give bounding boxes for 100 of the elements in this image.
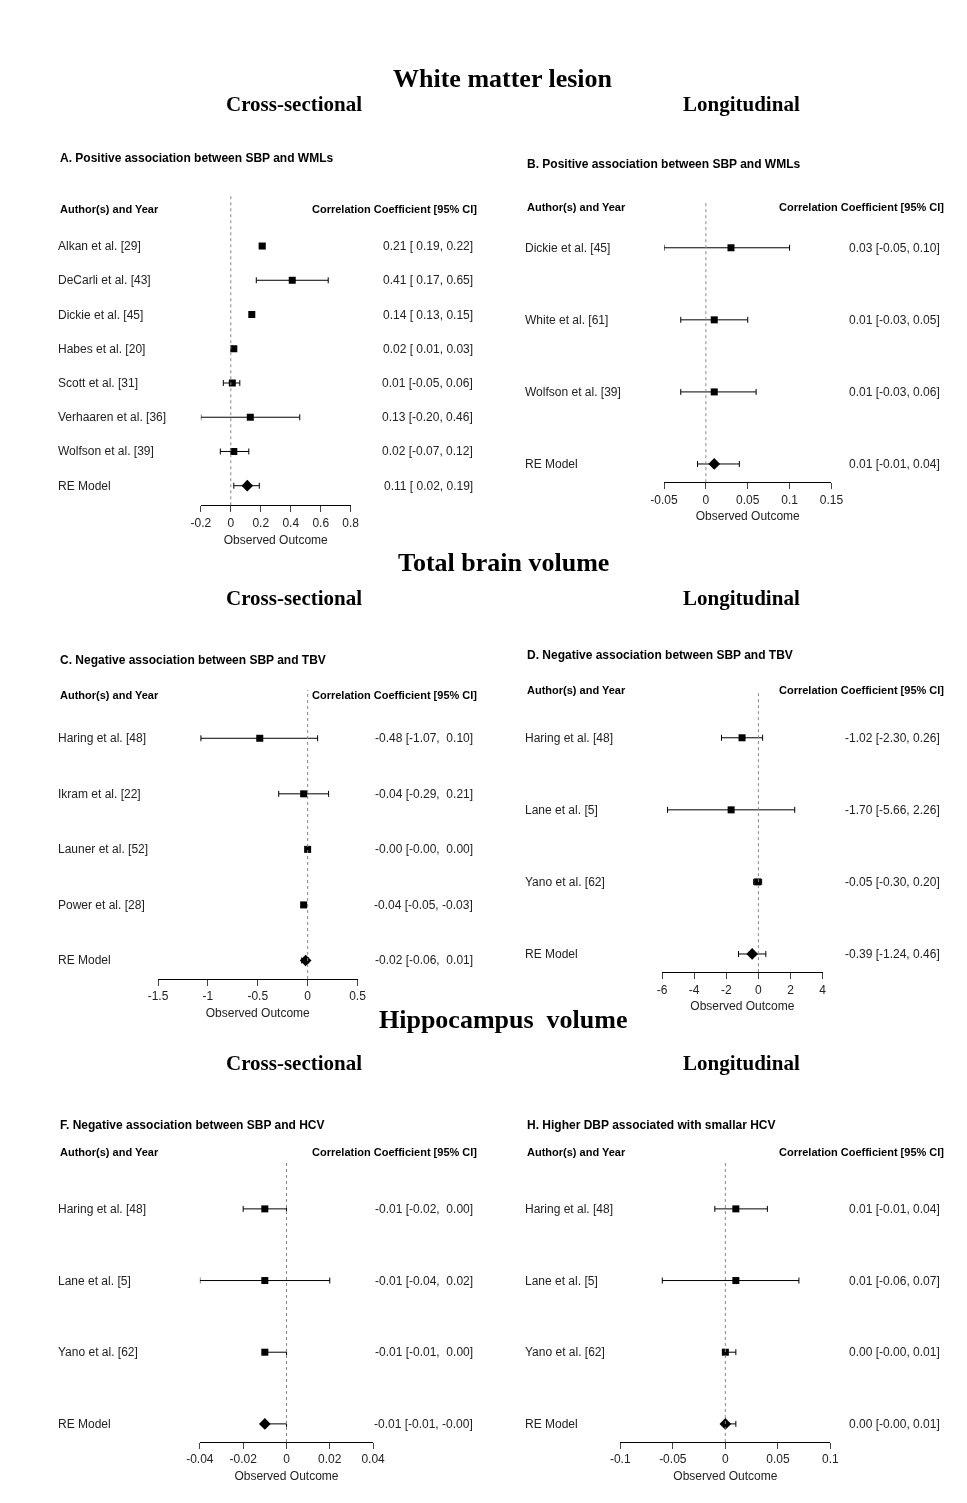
chart-title: H. Higher DBP associated with smallar HCV	[527, 1118, 776, 1132]
x-tick-label: 0	[702, 492, 710, 507]
x-tick-label: 0.6	[312, 515, 330, 530]
data-label: -0.04 [-0.29, 0.21]	[375, 787, 474, 801]
data-label: 0.00 [-0.00, 0.01]	[849, 1345, 940, 1359]
x-tick-label: -6	[656, 982, 668, 997]
data-label: -0.01 [-0.02, 0.00]	[375, 1202, 474, 1216]
text: 0.01 [-0.01, 0.04]	[849, 457, 940, 471]
text: Author(s) and Year	[527, 1146, 626, 1158]
x-axis-title: Observed Outcome	[234, 1469, 339, 1484]
y-tick-label: RE Model	[525, 457, 578, 471]
text: Total brain volume	[398, 548, 610, 577]
y-tick-label: RE Model	[58, 953, 111, 967]
y-tick-label: Yano et al. [62]	[525, 1345, 605, 1359]
chart-title: A. Positive association between SBP and WMLs	[60, 151, 334, 165]
data-label: 0.41 [ 0.17, 0.65]	[383, 273, 474, 287]
chart-title: F. Negative association between SBP and HCV	[60, 1118, 325, 1132]
y-tick-label: RE Model	[525, 1417, 578, 1431]
x-tick-label: 0	[755, 982, 763, 997]
x-tick-label: -0.1	[609, 1452, 631, 1467]
y-tick-label: Lane et al. [5]	[525, 803, 598, 817]
y-tick-label: Wolfson et al. [39]	[58, 444, 154, 458]
y-tick-label: Wolfson et al. [39]	[525, 385, 621, 399]
text: Author(s) and Year	[60, 203, 159, 215]
annotation: Author(s) and Year	[60, 689, 159, 701]
data-label: 0.14 [ 0.13, 0.15]	[383, 308, 474, 322]
text: Cross-sectional	[226, 586, 363, 610]
text: Longitudinal	[683, 92, 800, 116]
data-label: -0.04 [-0.05, -0.03]	[374, 898, 473, 912]
data-label: -0.05 [-0.30, 0.20]	[845, 875, 940, 889]
text: 0.00 [-0.00, 0.01]	[849, 1417, 940, 1431]
chart-title: D. Negative association between SBP and TBV	[527, 648, 793, 662]
chart-title: B. Positive association between SBP and WMLs	[527, 157, 801, 171]
x-axis-title: Observed Outcome	[673, 1469, 778, 1484]
y-tick-label: DeCarli et al. [43]	[58, 273, 151, 287]
data-label: 0.01 [-0.06, 0.07]	[849, 1274, 940, 1288]
x-tick-label: 0.2	[252, 515, 270, 530]
text: Correlation Coefficient [95% CI]	[779, 1146, 945, 1158]
y-tick-label: Habes et al. [20]	[58, 342, 146, 356]
data-label: -0.01 [-0.01, 0.00]	[375, 1345, 474, 1359]
x-axis-title: Observed Outcome	[223, 532, 329, 547]
x-tick-label: 0.05	[736, 492, 760, 507]
x-axis-title: Observed Outcome	[695, 509, 801, 524]
text: Cross-sectional	[226, 92, 363, 116]
y-tick-label: Dickie et al. [45]	[525, 241, 611, 255]
x-tick-label: 0.5	[349, 989, 367, 1004]
annotation: Correlation Coefficient [95% CI]	[779, 201, 945, 213]
y-tick-label: RE Model	[525, 947, 578, 961]
data-label: 0.01 [-0.01, 0.04]	[849, 1202, 940, 1216]
x-tick-label: 0.02	[318, 1452, 342, 1467]
y-tick-label: Verhaaren et al. [36]	[58, 410, 167, 424]
x-tick-label: 0.15	[819, 492, 844, 507]
text: Correlation Coefficient [95% CI]	[312, 1146, 478, 1158]
y-tick-label: RE Model	[58, 1417, 111, 1431]
text: -0.02 [-0.06, 0.01]	[375, 953, 474, 967]
x-axis-title: Observed Outcome	[205, 1006, 311, 1021]
chart-title: C. Negative association between SBP and TBV	[60, 653, 326, 667]
y-tick-label: Ikram et al. [22]	[58, 787, 141, 801]
data-label: -0.48 [-1.07, 0.10]	[375, 731, 474, 745]
x-tick-label: 0.8	[342, 515, 360, 530]
x-tick-label: -2	[720, 982, 732, 997]
y-tick-label: Lane et al. [5]	[58, 1274, 131, 1288]
y-tick-label: Power et al. [28]	[58, 898, 145, 912]
x-tick-label: 0	[304, 989, 312, 1004]
text: White matter lesion	[393, 64, 613, 93]
y-tick-label: Alkan et al. [29]	[58, 239, 141, 253]
data-label: 0.01 [-0.05, 0.06]	[382, 376, 473, 390]
x-tick-label: 0.1	[822, 1452, 840, 1467]
data-label: 0.01 [-0.03, 0.05]	[849, 313, 940, 327]
data-label: 0.03 [-0.05, 0.10]	[849, 241, 940, 255]
x-axis-title: Observed Outcome	[690, 999, 795, 1014]
x-tick-label: 0.4	[282, 515, 300, 530]
annotation: Correlation Coefficient [95% CI]	[312, 203, 478, 215]
y-tick-label: RE Model	[58, 479, 111, 493]
y-tick-label: Yano et al. [62]	[58, 1345, 138, 1359]
text: -0.01 [-0.01, -0.00]	[374, 1417, 473, 1431]
x-tick-label: 0	[227, 515, 235, 530]
annotation: Correlation Coefficient [95% CI]	[312, 689, 478, 701]
x-tick-label: -4	[688, 982, 700, 997]
x-tick-label: -1.5	[147, 989, 169, 1004]
y-tick-label: Haring et al. [48]	[58, 731, 147, 745]
data-label: 0.13 [-0.20, 0.46]	[382, 410, 473, 424]
x-tick-label: 0.05	[766, 1452, 790, 1467]
x-tick-label: -0.02	[229, 1452, 258, 1467]
y-tick-label: Yano et al. [62]	[525, 875, 605, 889]
data-label: -0.01 [-0.04, 0.02]	[375, 1274, 474, 1288]
text: Cross-sectional	[226, 1051, 363, 1075]
text: Author(s) and Year	[527, 201, 626, 213]
text: Author(s) and Year	[527, 684, 626, 696]
text: -0.39 [-1.24, 0.46]	[845, 947, 940, 961]
y-tick-label: White et al. [61]	[525, 313, 609, 327]
y-tick-label: Haring et al. [48]	[58, 1202, 147, 1216]
x-tick-label: -0.05	[650, 492, 679, 507]
data-label: 0.02 [-0.07, 0.12]	[382, 444, 473, 458]
x-tick-label: 0.04	[361, 1452, 386, 1467]
data-label: -1.70 [-5.66, 2.26]	[845, 803, 940, 817]
x-tick-label: 0	[722, 1452, 730, 1467]
data-label: 0.02 [ 0.01, 0.03]	[383, 342, 474, 356]
x-tick-label: 0.1	[781, 492, 799, 507]
x-tick-label: 4	[819, 982, 827, 997]
